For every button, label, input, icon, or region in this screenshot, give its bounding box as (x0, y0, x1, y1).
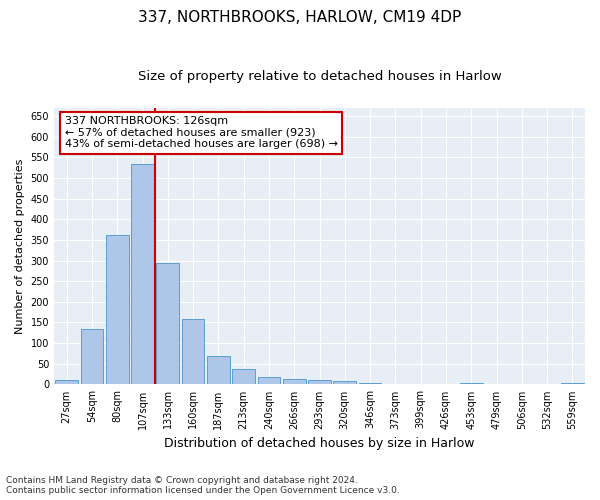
Bar (131, 164, 154, 384)
Text: 337, NORTHBROOKS, HARLOW, CM19 4DP: 337, NORTHBROOKS, HARLOW, CM19 4DP (139, 10, 461, 25)
Bar (55, 380, 78, 384)
Bar (561, 383, 584, 384)
Text: 337 NORTHBROOKS: 126sqm
← 57% of detached houses are smaller (923)
43% of semi-d: 337 NORTHBROOKS: 126sqm ← 57% of detache… (65, 116, 338, 150)
Bar (334, 381, 356, 384)
Y-axis label: Number of detached properties: Number of detached properties (15, 158, 25, 334)
Bar (460, 383, 482, 384)
Bar (359, 383, 382, 384)
X-axis label: Distribution of detached houses by size in Harlow: Distribution of detached houses by size … (164, 437, 475, 450)
Bar (182, 319, 205, 384)
Bar (308, 380, 331, 384)
Title: Size of property relative to detached houses in Harlow: Size of property relative to detached ho… (137, 70, 502, 83)
Text: Contains HM Land Registry data © Crown copyright and database right 2024.
Contai: Contains HM Land Registry data © Crown c… (6, 476, 400, 495)
Bar (257, 378, 280, 384)
Bar (232, 368, 255, 384)
Bar (283, 378, 305, 384)
Bar (106, 235, 128, 384)
Bar (157, 264, 179, 384)
Bar (80, 328, 103, 384)
Bar (207, 356, 230, 384)
